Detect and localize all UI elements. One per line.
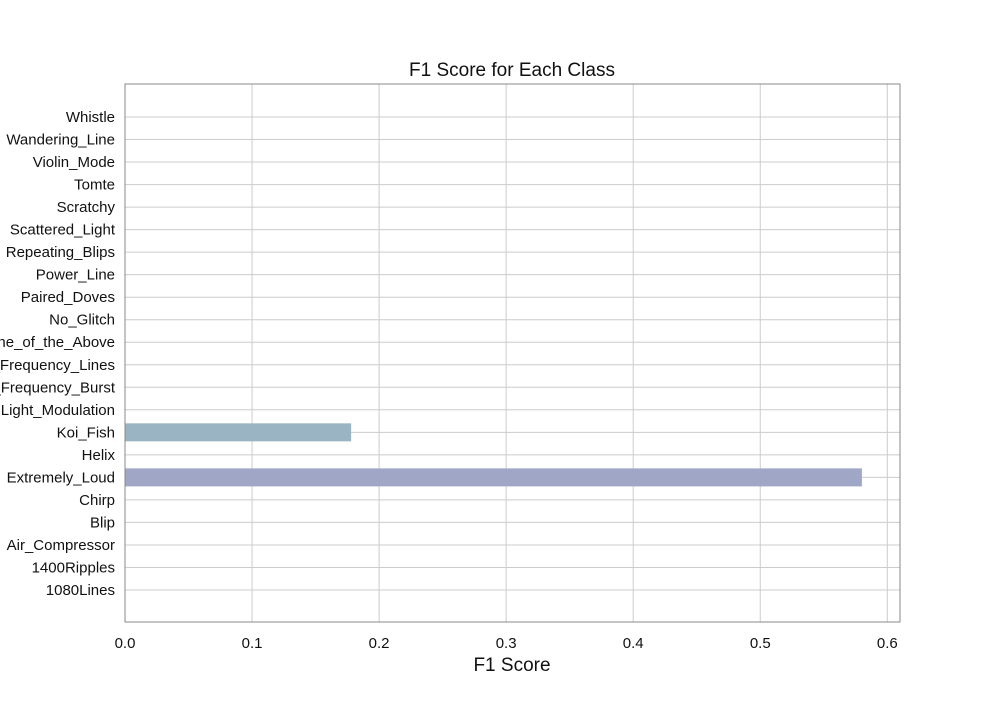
x-tick-label: 0.3 xyxy=(496,635,517,652)
y-tick-label: Helix xyxy=(82,447,116,464)
y-tick-label: Koi_Fish xyxy=(57,424,115,441)
x-tick-label: 0.0 xyxy=(115,635,136,652)
y-tick-label: Light_Modulation xyxy=(1,402,115,419)
x-axis-label: F1 Score xyxy=(473,655,550,676)
y-tick-label: Low_Frequency_Lines xyxy=(0,357,115,374)
y-tick-label: Violin_Mode xyxy=(33,154,115,171)
x-tick-label: 0.1 xyxy=(242,635,263,652)
x-tick-label: 0.2 xyxy=(369,635,390,652)
y-tick-label: Wandering_Line xyxy=(6,132,115,149)
y-tick-label: None_of_the_Above xyxy=(0,334,115,351)
x-tick-label: 0.4 xyxy=(623,635,644,652)
grid-layer xyxy=(124,84,900,622)
y-tick-label: No_Glitch xyxy=(49,312,115,329)
y-tick-label: Scattered_Light xyxy=(10,222,116,239)
y-tick-label: Tomte xyxy=(74,177,115,194)
bar-koi-fish xyxy=(125,423,352,442)
y-tick-label: Low_Frequency_Burst xyxy=(0,379,116,396)
y-tick-label: Paired_Doves xyxy=(21,289,115,306)
y-tick-label: Repeating_Blips xyxy=(6,244,115,261)
bars-layer xyxy=(125,423,862,487)
y-tick-label: Power_Line xyxy=(36,267,115,284)
x-tick-label: 0.5 xyxy=(750,635,771,652)
x-tick-labels: 0.0 0.1 0.2 0.3 0.4 0.5 0.6 xyxy=(115,635,898,652)
y-tick-label: Whistle xyxy=(66,109,115,126)
y-tick-label: 1400Ripples xyxy=(32,559,115,576)
y-tick-label: Extremely_Loud xyxy=(7,469,115,486)
y-tick-label: Air_Compressor xyxy=(7,537,115,554)
y-tick-label: 1080Lines xyxy=(46,582,115,599)
y-tick-labels: 1080Lines 1400Ripples Air_Compressor Blip Ch… xyxy=(0,109,116,599)
y-tick-label: Chirp xyxy=(79,492,115,509)
x-tick-label: 0.6 xyxy=(877,635,898,652)
y-tick-label: Blip xyxy=(90,514,115,531)
y-tick-label: Scratchy xyxy=(57,199,116,216)
plot-frame xyxy=(124,83,901,623)
chart-title: F1 Score for Each Class xyxy=(409,60,615,81)
bar-extremely-loud xyxy=(125,468,862,487)
